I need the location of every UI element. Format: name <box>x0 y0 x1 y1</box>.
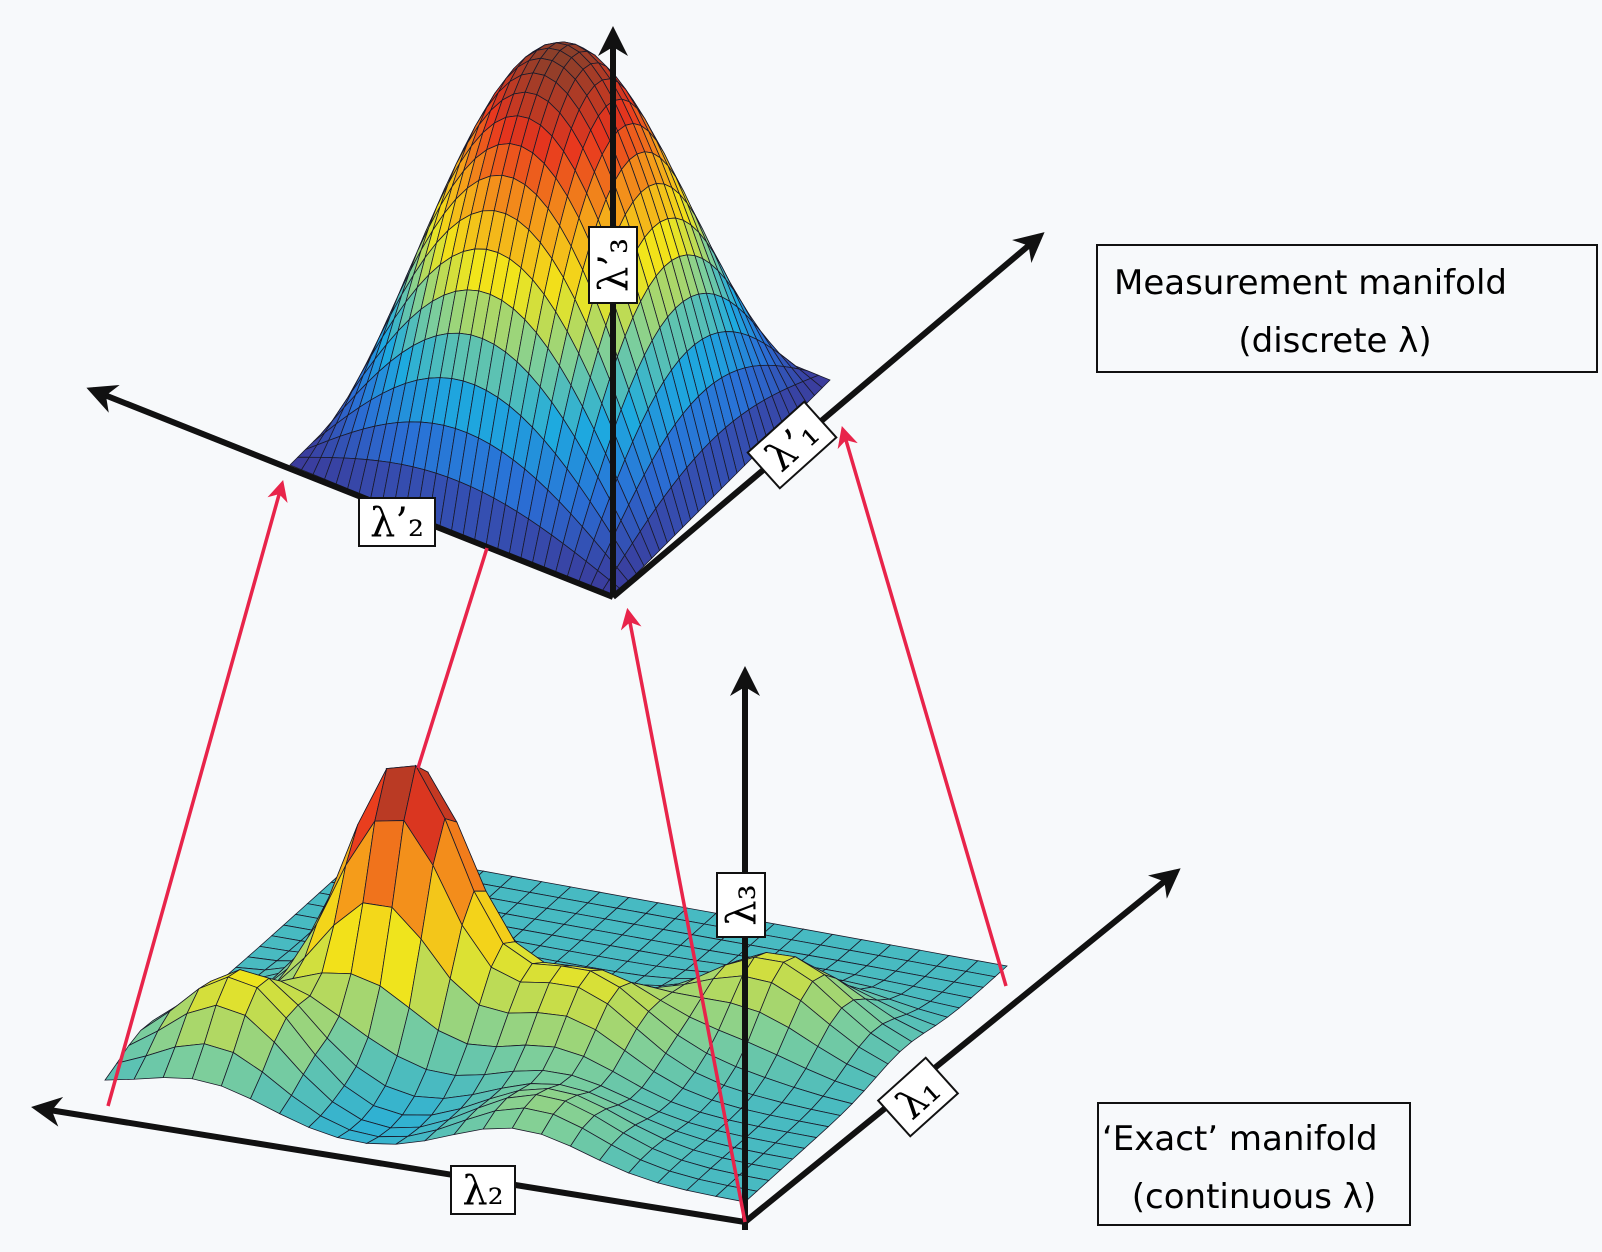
mapping-arrow <box>418 548 487 768</box>
axis-label: λ’₃ <box>589 227 637 303</box>
axis-label-text: λ₂ <box>462 1168 503 1214</box>
axis-label: λ₂ <box>451 1166 515 1214</box>
axis-label-text: λ’₃ <box>591 238 637 292</box>
exact-surface <box>105 766 1007 1202</box>
note-subtitle: (discrete λ) <box>1238 321 1431 361</box>
note-title: Measurement manifold <box>1114 263 1507 303</box>
axis-label: λ’₂ <box>359 498 435 546</box>
mapping-arrow <box>843 430 1006 986</box>
note-title: ‘Exact’ manifold <box>1102 1119 1378 1159</box>
measurement-note: Measurement manifold (discrete λ) <box>1097 245 1597 372</box>
note-subtitle: (continuous λ) <box>1132 1177 1376 1217</box>
diagram: λ’₃ λ’₂ λ’₁ λ₃ λ₂ λ₁ Measurement manifol… <box>0 0 1602 1252</box>
exact-note: ‘Exact’ manifold (continuous λ) <box>1098 1103 1410 1225</box>
axis-label-text: λ₃ <box>719 884 765 925</box>
page: { "measurement_manifold": { "title": "Me… <box>0 0 1602 1252</box>
axis-label: λ₁ <box>878 1058 958 1136</box>
axis-label: λ₃ <box>717 873 765 937</box>
axis-label-text: λ’₂ <box>370 500 424 546</box>
